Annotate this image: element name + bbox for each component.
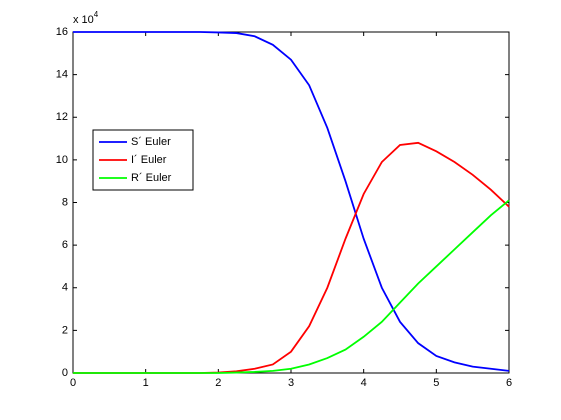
y-tick-label: 0	[62, 367, 68, 379]
x-tick-label: 0	[70, 377, 76, 389]
y-multiplier-base: x 10	[73, 14, 94, 26]
y-tick-label: 10	[56, 154, 68, 166]
legend-label: R´ Euler	[131, 172, 172, 184]
plot-area	[72, 31, 510, 374]
y-multiplier: x 104	[73, 10, 99, 26]
y-tick-label: 4	[62, 282, 68, 294]
x-tick-label: 5	[433, 377, 439, 389]
y-tick-label: 2	[62, 324, 68, 336]
series-line	[73, 31, 510, 372]
y-multiplier-exponent: 4	[94, 10, 99, 19]
series-line	[73, 199, 510, 374]
y-tick-label: 14	[56, 69, 68, 81]
x-tick-label: 1	[143, 377, 149, 389]
y-tick-label: 6	[62, 239, 68, 251]
x-tick-label: 3	[288, 377, 294, 389]
y-tick-label: 8	[62, 196, 68, 208]
y-tick-label: 16	[56, 26, 68, 38]
x-tick-label: 2	[215, 377, 221, 389]
x-tick-label: 4	[361, 377, 367, 389]
legend-label: S´ Euler	[131, 136, 171, 148]
legend-label: I´ Euler	[131, 154, 167, 166]
y-tick-label: 12	[56, 111, 68, 123]
x-tick-label: 6	[506, 377, 512, 389]
